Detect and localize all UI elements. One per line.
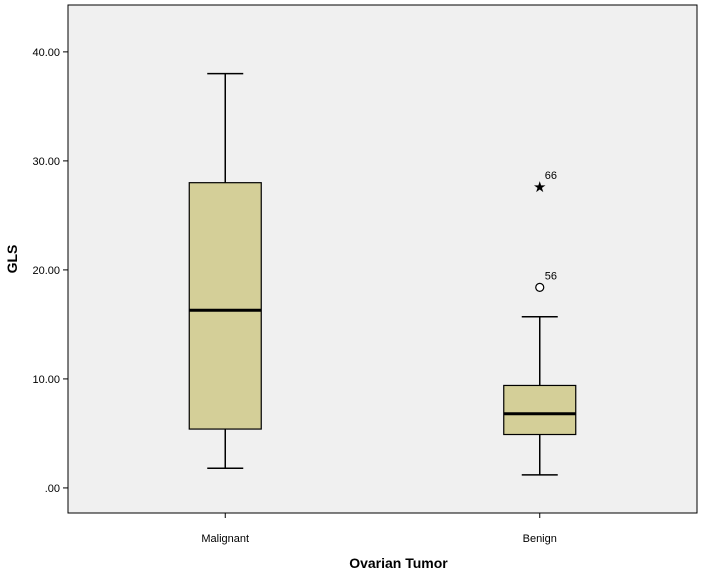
plot-area	[67, 4, 698, 514]
y-tick-label: .00	[45, 483, 60, 495]
y-tick-label: 10.00	[32, 374, 60, 386]
x-axis-title: Ovarian Tumor	[349, 555, 448, 571]
boxes: 56 ★66	[188, 72, 577, 476]
y-axis: .00 10.00 20.00 30.00 40.00	[32, 47, 68, 495]
box-iqr	[188, 182, 262, 430]
outlier-label: 56	[545, 270, 557, 282]
y-tick-label: 40.00	[32, 47, 60, 59]
y-axis-title: GLS	[4, 245, 20, 274]
x-tick-label: Malignant	[201, 533, 249, 545]
outlier-circle	[535, 282, 545, 292]
x-axis: Malignant Benign	[201, 513, 557, 545]
box-iqr	[503, 384, 577, 436]
outlier-star: ★	[533, 178, 546, 196]
y-tick-label: 20.00	[32, 265, 60, 277]
box-group-benign: 56 ★66	[503, 170, 577, 476]
outlier-label: 66	[545, 170, 557, 182]
y-tick-label: 30.00	[32, 156, 60, 168]
box-group-malignant	[188, 72, 262, 470]
x-tick-label: Benign	[523, 533, 557, 545]
